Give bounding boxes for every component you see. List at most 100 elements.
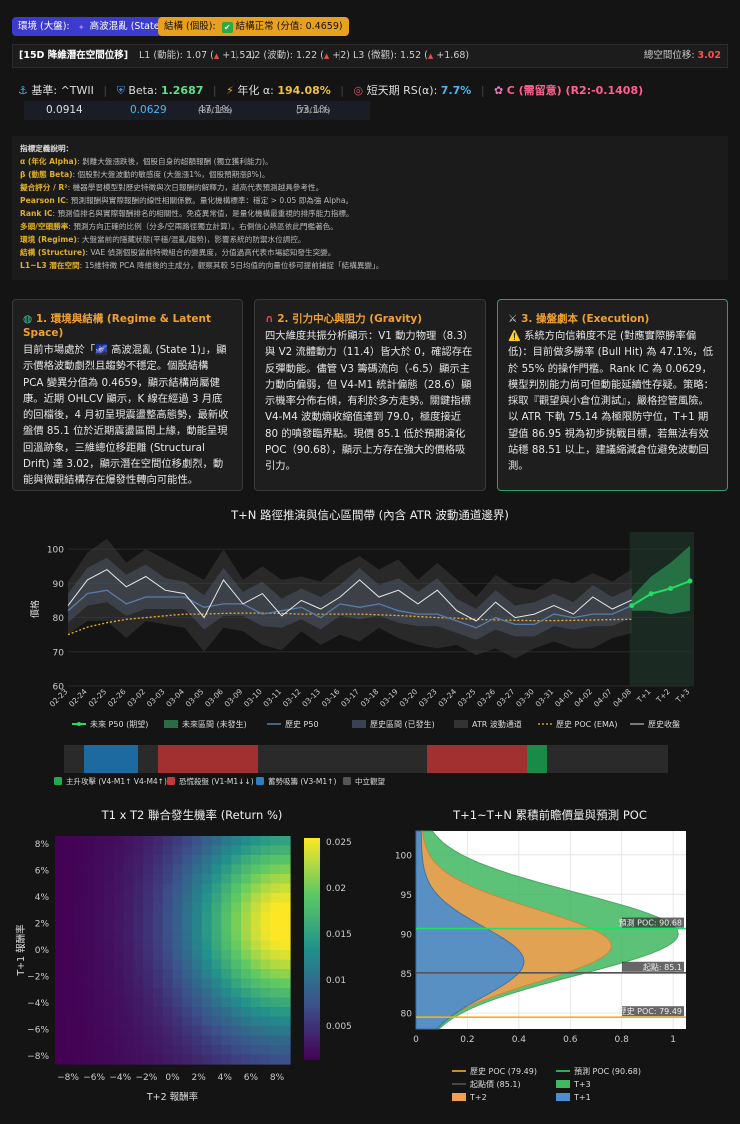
- heatmap-cell: [260, 950, 272, 961]
- heatmap-cell: [250, 902, 262, 913]
- heatmap-cell: [172, 893, 183, 904]
- heatmap-cell: [270, 855, 281, 866]
- definition-item: L1~L3 潛在空間: 15維特徵 PCA 降維後的主成分，觀察其較 5日均值的…: [20, 261, 384, 270]
- heatmap-cell: [143, 1007, 154, 1018]
- heatmap-cell: [113, 978, 125, 989]
- regime-segment: [84, 745, 138, 773]
- heatmap-cell: [280, 902, 291, 913]
- heatmap-cell: [221, 902, 232, 913]
- heatmap-cell: [133, 883, 144, 894]
- heatmap-cell: [55, 959, 66, 970]
- heatmap-cell: [143, 988, 154, 999]
- heatmap-cell: [64, 940, 76, 951]
- heatmap-cell: [172, 969, 183, 980]
- heatmap-cell: [74, 893, 85, 904]
- heatmap-cell: [123, 940, 134, 951]
- heatmap-cell: [221, 1026, 232, 1037]
- heatmap-chart: 8% 6% 4% 2% 0% −2% −4% −6% −8% −8% −6% −4% −2% 0% 2% 4%…: [15, 836, 352, 1103]
- heatmap-cell: [162, 931, 174, 942]
- heatmap-cell: [260, 902, 272, 913]
- heatmap-cell: [270, 1016, 281, 1027]
- heatmap-cell: [94, 959, 105, 970]
- legend-label: T+2: [469, 1093, 487, 1102]
- heatmap-cell: [113, 874, 125, 885]
- latent-space-bar: [15D 降維潛在空間位移] L1 (動能): 1.07 (▲ +1.52) |…: [12, 44, 728, 68]
- heatmap-cell: [260, 1007, 272, 1018]
- heatmap-cell: [221, 912, 232, 923]
- heatmap-cell: [74, 1016, 85, 1027]
- heatmap-cell: [231, 997, 242, 1008]
- heatmap-cell: [211, 1026, 223, 1037]
- heatmap-cell: [113, 1054, 125, 1065]
- heatmap-cell: [201, 864, 213, 875]
- heatmap-cell: [221, 950, 232, 961]
- heatmap-cell: [280, 988, 291, 999]
- heatmap-cell: [260, 1035, 272, 1046]
- y-tick-label: 6%: [35, 867, 50, 877]
- heatmap-cell: [201, 969, 213, 980]
- definitions-title: 指標定義說明：: [20, 144, 74, 153]
- heatmap-cell: [133, 855, 144, 866]
- heatmap-cell: [123, 912, 134, 923]
- definition-item: 環境 (Regime): 大盤當前的隱藏狀態(平穩/混亂/趨勢)，影響系統的防禦…: [20, 235, 306, 244]
- legend-label: 歷史 POC (79.49): [470, 1066, 537, 1076]
- heatmap-cell: [280, 940, 291, 951]
- heatmap-cell: [211, 997, 223, 1008]
- heatmap-cell: [84, 855, 95, 866]
- heatmap-cell: [84, 950, 95, 961]
- heatmap-cell: [94, 997, 105, 1008]
- heatmap-cell: [113, 855, 125, 866]
- heatmap-cell: [211, 864, 223, 875]
- regime-legend-label: 中立觀望: [355, 776, 385, 786]
- heatmap-cell: [84, 931, 95, 942]
- heatmap-cell: [84, 940, 95, 951]
- definition-item: α (年化 Alpha): 剝離大盤漲跌後，個股自身的超額報酬 (獨立獲利能力)…: [20, 157, 273, 166]
- heatmap-cell: [221, 893, 232, 904]
- heatmap-cell: [260, 959, 272, 970]
- x-tick-label: 04-07: [592, 687, 614, 709]
- heatmap-cell: [123, 978, 134, 989]
- heatmap-cell: [201, 997, 213, 1008]
- heatmap-cell: [113, 1016, 125, 1027]
- heatmap-cell: [84, 912, 95, 923]
- heatmap-cell: [270, 978, 281, 989]
- heatmap-cell: [152, 836, 164, 847]
- heatmap-cell: [250, 883, 262, 894]
- heatmap-cell: [74, 978, 85, 989]
- y-tick-label: 100: [395, 851, 412, 861]
- heatmap-cell: [270, 864, 281, 875]
- rank-ic-value: 0.0629: [130, 104, 167, 116]
- heatmap-cell: [64, 1035, 76, 1046]
- heatmap-cell: [280, 836, 291, 847]
- heatmap-cell: [201, 1045, 213, 1056]
- heatmap-cell: [182, 845, 193, 856]
- heatmap-cell: [133, 931, 144, 942]
- heatmap-cell: [84, 874, 95, 885]
- heatmap-cell: [221, 969, 232, 980]
- heatmap-cell: [260, 836, 272, 847]
- heatmap-cell: [280, 1007, 291, 1018]
- heatmap-cell: [192, 1035, 203, 1046]
- heatmap-cell: [172, 1035, 183, 1046]
- heatmap-cell: [280, 997, 291, 1008]
- legend-label: 歷史 POC (EMA): [556, 719, 617, 729]
- heatmap-cell: [280, 855, 291, 866]
- y-tick-label: 80: [401, 1010, 413, 1020]
- heatmap-cell: [260, 931, 272, 942]
- heatmap-cell: [162, 969, 174, 980]
- heatmap-cell: [211, 836, 223, 847]
- heatmap-cell: [133, 845, 144, 856]
- heatmap-cell: [84, 988, 95, 999]
- heatmap-cell: [64, 874, 76, 885]
- heatmap-cell: [231, 978, 242, 989]
- heatmap-cell: [211, 931, 223, 942]
- x-tick-label: 03-30: [514, 687, 536, 709]
- heatmap-cell: [201, 855, 213, 866]
- heatmap-cell: [211, 978, 223, 989]
- heatmap-cell: [103, 978, 115, 989]
- heatmap-cell: [250, 997, 262, 1008]
- heatmap-cell: [152, 950, 164, 961]
- heatmap-cell: [211, 988, 223, 999]
- heatmap-cell: [103, 1054, 115, 1065]
- heatmap-cell: [103, 883, 115, 894]
